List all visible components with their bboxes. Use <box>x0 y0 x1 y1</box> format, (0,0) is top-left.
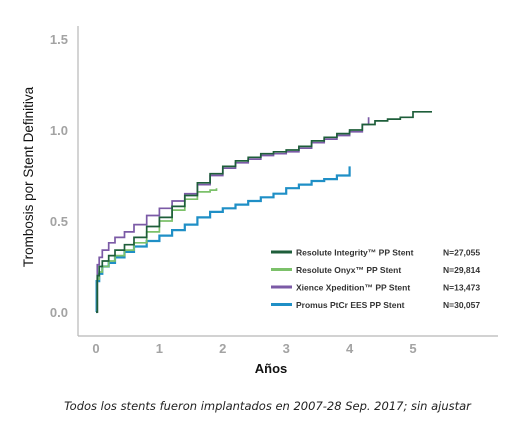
y-tick-label: 0.5 <box>50 214 68 229</box>
x-tick-label: 2 <box>219 341 226 356</box>
y-axis-label: Trombosis por Stent Definitiva <box>21 86 36 267</box>
legend-n-value: N=29,814 <box>443 265 480 275</box>
y-tick-labels: 0.0 0.5 1.0 1.5 <box>50 32 68 320</box>
x-tick-label: 5 <box>409 341 416 356</box>
legend-n-value: N=13,473 <box>443 283 480 293</box>
legend: Resolute Integrity™ PP Stent N=27,055 Reso… <box>271 248 480 310</box>
series-line <box>96 110 432 313</box>
legend-n-value: N=30,057 <box>443 300 480 310</box>
x-tick-label: 1 <box>156 341 163 356</box>
series-line <box>96 188 218 313</box>
legend-label: Resolute Integrity™ PP Stent <box>296 248 414 258</box>
x-axis-label: Años <box>255 361 288 376</box>
y-tick-label: 0.0 <box>50 305 68 320</box>
series-lines <box>95 110 432 314</box>
chart: 0.0 0.5 1.0 1.5 0 1 2 3 4 5 Años Trombosis por S… <box>21 26 498 376</box>
y-tick-label: 1.5 <box>50 32 68 47</box>
y-tick-label: 1.0 <box>50 123 68 138</box>
chart-caption: Todos los stents fueron implantados en 2… <box>64 399 471 413</box>
legend-n-value: N=27,055 <box>443 248 480 258</box>
x-tick-labels: 0 1 2 3 4 5 <box>92 341 416 356</box>
legend-label: Resolute Onyx™ PP Stent <box>296 265 401 275</box>
legend-label: Promus PtCr EES PP Stent <box>296 300 405 310</box>
x-tick-label: 0 <box>92 341 99 356</box>
x-tick-label: 3 <box>283 341 290 356</box>
legend-label: Xience Xpedition™ PP Stent <box>296 283 410 293</box>
x-tick-label: 4 <box>346 341 354 356</box>
